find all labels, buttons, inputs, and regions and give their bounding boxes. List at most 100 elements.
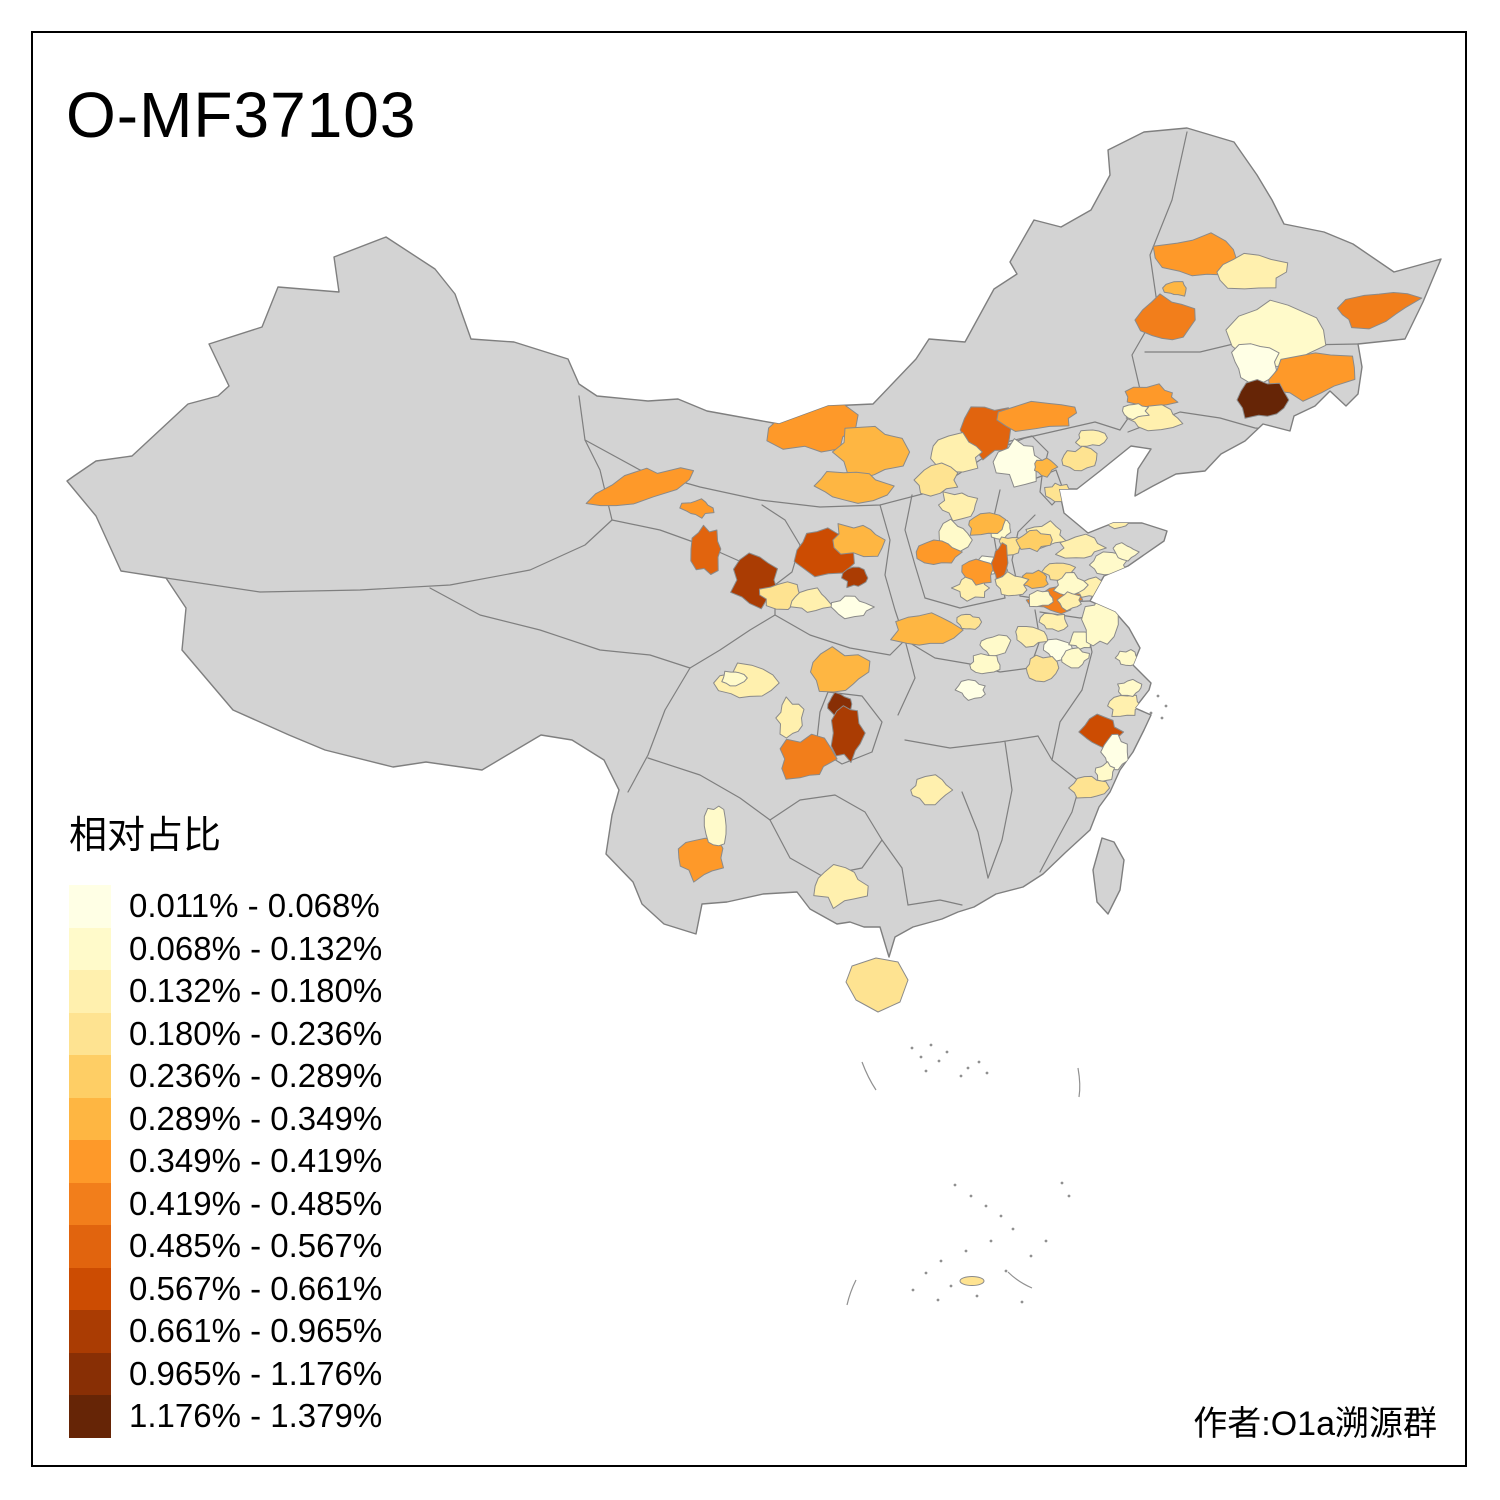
map-region: [969, 653, 1001, 675]
legend-swatch: [69, 970, 111, 1013]
map-region: [994, 571, 1030, 597]
map-region: [1216, 252, 1289, 290]
map-region: [1268, 352, 1356, 402]
map-region: [830, 595, 875, 620]
china-landmass: [66, 127, 1442, 958]
legend-row: 0.349% - 0.419%: [69, 1140, 382, 1183]
hainan-island: [845, 957, 909, 1013]
map-region: [585, 467, 695, 507]
legend-swatch: [69, 1395, 111, 1438]
legend-label: 0.132% - 0.180%: [129, 972, 383, 1009]
map-region: [690, 524, 722, 575]
map-region: [1068, 775, 1111, 799]
map-region: [930, 432, 983, 473]
legend-swatch: [69, 1182, 111, 1225]
legend-label: 1.176% - 1.379%: [129, 1397, 383, 1434]
legend-row: 0.132% - 0.180%: [69, 970, 382, 1013]
map-region: [830, 705, 866, 763]
map-region: [721, 670, 748, 687]
map-region: [1015, 529, 1053, 553]
map-region: [703, 805, 727, 847]
map-region: [1122, 403, 1150, 421]
legend-row: 0.289% - 0.349%: [69, 1097, 383, 1140]
legend-row: 0.068% - 0.132%: [69, 927, 382, 970]
legend-swatch: [69, 1097, 111, 1140]
legend-row: 0.236% - 0.289%: [69, 1055, 382, 1098]
legend-row: 0.011% - 0.068%: [69, 885, 382, 928]
map-region: [831, 425, 911, 480]
legend-swatch: [69, 1267, 111, 1310]
map-region: [713, 662, 780, 699]
china-choropleth-map: [66, 127, 1442, 1306]
map-region: [968, 512, 1007, 536]
map-region: [832, 523, 886, 558]
map-region: [961, 558, 997, 586]
map-region: [1075, 429, 1108, 447]
map-region: [890, 612, 964, 646]
map-region: [938, 491, 979, 522]
legend-row: 0.965% - 1.176%: [69, 1352, 383, 1395]
legend-label: 0.236% - 0.289%: [129, 1057, 383, 1094]
map-region: [1162, 281, 1187, 297]
map-region: [775, 696, 805, 739]
legend-label: 0.419% - 0.485%: [129, 1184, 383, 1222]
map-region: [979, 634, 1012, 658]
map-region: [1134, 293, 1196, 341]
south-china-sea-islets: [846, 694, 1168, 1306]
map-region: [1015, 626, 1049, 648]
map-region: [1236, 379, 1290, 419]
legend-title: 相对占比: [69, 815, 222, 857]
legend-swatch: [69, 1225, 111, 1268]
legend-label: 0.289% - 0.349%: [129, 1099, 383, 1137]
map-region: [1056, 591, 1082, 612]
map-region: [1055, 533, 1107, 559]
legend-rows: 0.011% - 0.068% 0.068% - 0.132% 0.132% - 0…: [69, 885, 382, 1438]
map-region: [992, 438, 1046, 488]
map-region: [1117, 678, 1143, 697]
legend: 相对占比 0.011% - 0.068% 0.068% - 0.132% 0.132…: [69, 804, 382, 1438]
map-region: [1061, 445, 1098, 472]
legend-swatch: [69, 1055, 111, 1098]
map-region: [1336, 291, 1423, 330]
legend-swatch: [69, 1012, 111, 1055]
plot-frame: O-MF37103 相对占比 0.011% - 0.068% 0.068% - 0…: [31, 31, 1467, 1467]
map-region: [789, 587, 834, 613]
map-region: [813, 864, 869, 909]
map-region: [1112, 542, 1140, 562]
attribution: 作者:O1a溯源群: [1193, 1405, 1437, 1443]
map-region: [1052, 572, 1089, 596]
legend-swatch: [69, 927, 111, 970]
map-region: [813, 471, 895, 504]
map-region: [779, 733, 838, 780]
legend-label: 0.965% - 1.176%: [129, 1354, 383, 1392]
legend-label: 0.180% - 0.236%: [129, 1014, 383, 1052]
page-title: O-MF37103: [66, 79, 417, 151]
map-region: [1028, 590, 1054, 608]
legend-label: 0.011% - 0.068%: [129, 887, 380, 924]
legend-row: 1.176% - 1.379%: [69, 1395, 382, 1438]
map-region: [679, 498, 715, 519]
legend-row: 0.419% - 0.485%: [69, 1182, 383, 1225]
map-region: [841, 566, 869, 589]
map-region: [915, 539, 963, 565]
legend-label: 0.661% - 0.965%: [129, 1312, 383, 1349]
map-region: [1100, 733, 1129, 771]
map-region: [1061, 647, 1090, 669]
map-region: [1025, 654, 1060, 683]
legend-swatch: [69, 1352, 111, 1395]
legend-swatch: [69, 1310, 111, 1353]
map-region: [1034, 457, 1059, 478]
map-region: [996, 400, 1078, 432]
legend-label: 0.485% - 0.567%: [129, 1227, 383, 1264]
map-region: [910, 774, 954, 806]
map-region: [810, 646, 871, 693]
map-region: [954, 679, 986, 701]
map-region: [956, 613, 983, 630]
map-region: [1094, 761, 1116, 782]
legend-swatch: [69, 1140, 111, 1183]
map-region: [1038, 612, 1069, 632]
colored-islet: [959, 1276, 985, 1286]
legend-label: 0.349% - 0.419%: [129, 1142, 383, 1179]
legend-swatch: [69, 885, 111, 928]
choropleth-region-layer: [585, 232, 1423, 909]
